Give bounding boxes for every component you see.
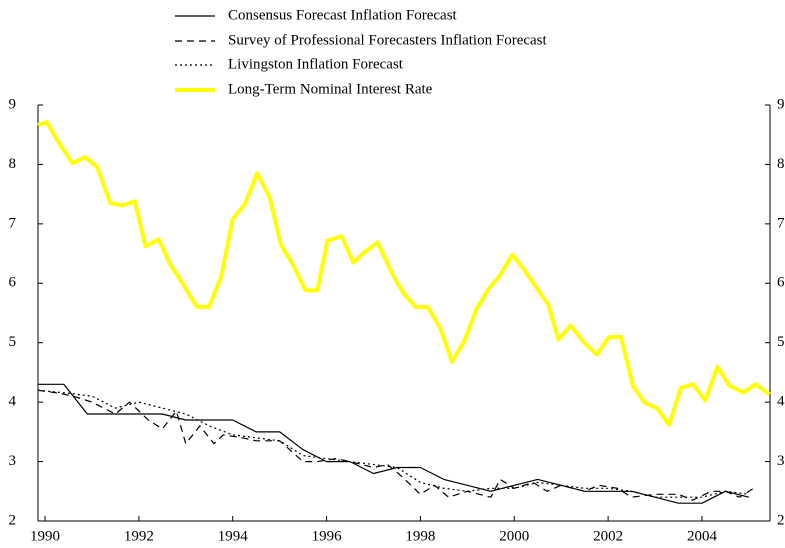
y-tick-label: 5 [9, 334, 17, 350]
x-tick-label: 2000 [499, 528, 529, 544]
x-tick-label: 1998 [405, 528, 435, 544]
series-line [37, 389, 749, 498]
y-tick-label: 4 [9, 394, 17, 410]
x-tick-label: 1990 [30, 528, 60, 544]
series-line [37, 120, 771, 427]
y2-tick-label: 2 [777, 512, 785, 528]
x-tick-label: 1994 [218, 528, 249, 544]
y2-tick-label: 3 [777, 453, 785, 469]
y-tick-label: 2 [9, 512, 17, 528]
y2-tick-label: 6 [777, 275, 785, 291]
y2-tick-label: 5 [777, 334, 785, 350]
series-line [37, 389, 754, 501]
y-tick-label: 6 [9, 275, 17, 291]
y2-tick-label: 7 [777, 215, 785, 231]
x-tick-label: 1992 [124, 528, 154, 544]
legend-label: Consensus Forecast Inflation Forecast [228, 7, 458, 23]
x-tick-label: 2004 [687, 528, 718, 544]
y-tick-label: 9 [9, 96, 17, 112]
y2-tick-label: 9 [777, 96, 785, 112]
legend-label: Livingston Inflation Forecast [228, 56, 404, 72]
y2-tick-label: 4 [777, 394, 785, 410]
legend-label: Survey of Professional Forecasters Infla… [228, 32, 548, 48]
y-tick-label: 7 [9, 215, 17, 231]
x-tick-label: 1996 [312, 528, 343, 544]
y-tick-label: 8 [9, 156, 17, 172]
x-tick-label: 2002 [593, 528, 623, 544]
y-tick-label: 3 [9, 453, 17, 469]
legend-label: Long-Term Nominal Interest Rate [228, 81, 433, 97]
y2-tick-label: 8 [777, 156, 785, 172]
